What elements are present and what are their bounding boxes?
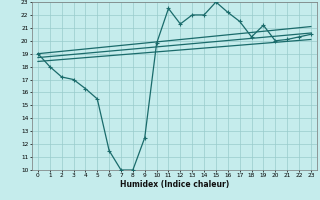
X-axis label: Humidex (Indice chaleur): Humidex (Indice chaleur) — [120, 180, 229, 189]
